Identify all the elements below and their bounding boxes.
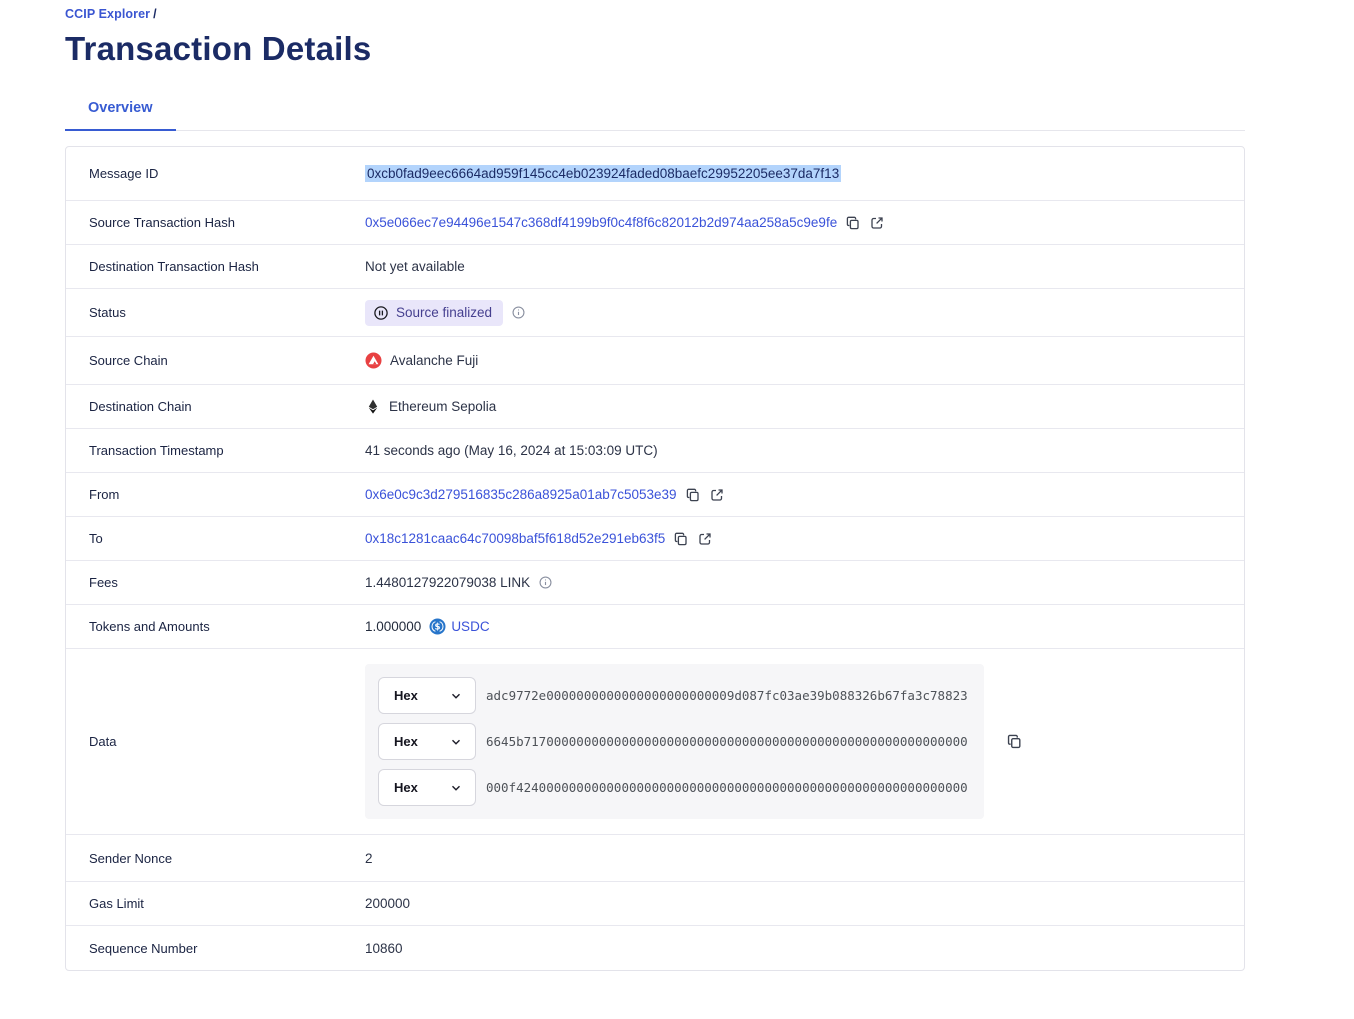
breadcrumb-link-ccip-explorer[interactable]: CCIP Explorer [65, 7, 151, 21]
field-label: Source Transaction Hash [89, 215, 235, 230]
dest-chain-name: Ethereum Sepolia [389, 399, 497, 414]
copy-icon[interactable] [685, 487, 701, 503]
source-tx-hash-link[interactable]: 0x5e066ec7e94496e1547c368df4199b9f0c4f8f… [365, 215, 838, 230]
sequence-number-value: 10860 [365, 940, 403, 956]
field-row-fees: Fees 1.4480127922079038 LINK [66, 561, 1244, 605]
data-format-select[interactable]: Hex [378, 677, 476, 714]
pause-circle-icon [373, 305, 389, 321]
data-hex-value: 6645b71700000000000000000000000000000000… [486, 734, 968, 749]
field-row-source-chain: Source Chain Avalanche Fuji [66, 337, 1244, 385]
field-label: Transaction Timestamp [89, 443, 224, 458]
data-hex-value: 000f424000000000000000000000000000000000… [486, 780, 968, 795]
breadcrumb: CCIP Explorer / [65, 7, 1245, 21]
transaction-details-card: Message ID 0xcb0fad9eec6664ad959f145cc4e… [65, 146, 1245, 971]
field-label: Data [89, 734, 117, 749]
field-row-from: From 0x6e0c9c3d279516835c286a8925a01ab7c… [66, 473, 1244, 517]
data-hex-value: adc9772e0000000000000000000000009d087fc0… [486, 688, 968, 703]
to-address-link[interactable]: 0x18c1281caac64c70098baf5f618d52e291eb63… [365, 531, 666, 546]
field-label: Destination Transaction Hash [89, 259, 259, 274]
external-link-icon[interactable] [697, 531, 713, 547]
field-label: Fees [89, 575, 118, 590]
token-link[interactable]: $ USDC [429, 618, 490, 635]
field-label: Status [89, 305, 126, 320]
field-row-timestamp: Transaction Timestamp 41 seconds ago (Ma… [66, 429, 1244, 473]
data-format-select[interactable]: Hex [378, 723, 476, 760]
field-row-data: Data Hex adc9772e00000000000000000000000… [66, 649, 1244, 835]
field-row-gas-limit: Gas Limit 200000 [66, 882, 1244, 926]
field-row-to: To 0x18c1281caac64c70098baf5f618d52e291e… [66, 517, 1244, 561]
dest-tx-hash-value: Not yet available [365, 259, 465, 274]
message-id-value: 0xcb0fad9eec6664ad959f145cc4eb023924fade… [365, 165, 842, 182]
field-row-sequence-number: Sequence Number 10860 [66, 926, 1244, 970]
field-label: Gas Limit [89, 896, 144, 911]
field-row-message-id: Message ID 0xcb0fad9eec6664ad959f145cc4e… [66, 147, 1244, 201]
field-label: From [89, 487, 120, 502]
data-format-select[interactable]: Hex [378, 769, 476, 806]
svg-text:$: $ [435, 623, 441, 633]
page-container: CCIP Explorer / Transaction Details Overv… [65, 7, 1245, 971]
copy-icon[interactable] [673, 531, 689, 547]
info-icon[interactable] [538, 575, 553, 590]
field-label: To [89, 531, 103, 546]
field-label: Tokens and Amounts [89, 619, 210, 634]
copy-icon[interactable] [1006, 733, 1023, 750]
data-hex-box: Hex adc9772e0000000000000000000000009d08… [365, 664, 984, 819]
status-badge-label: Source finalized [396, 305, 493, 320]
chevron-down-icon [449, 735, 463, 749]
external-link-icon[interactable] [869, 215, 885, 231]
data-format-value: Hex [394, 734, 418, 749]
token-symbol: USDC [451, 619, 490, 634]
avalanche-logo-icon [365, 352, 382, 369]
data-format-value: Hex [394, 780, 418, 795]
data-line: Hex adc9772e0000000000000000000000009d08… [378, 677, 971, 714]
field-label: Destination Chain [89, 399, 192, 414]
data-line: Hex 000f42400000000000000000000000000000… [378, 769, 971, 806]
field-row-tokens: Tokens and Amounts 1.000000 $ USDC [66, 605, 1244, 649]
sender-nonce-value: 2 [365, 850, 373, 866]
fees-value: 1.4480127922079038 LINK [365, 575, 531, 590]
field-label: Message ID [89, 166, 159, 181]
data-format-value: Hex [394, 688, 418, 703]
tab-overview[interactable]: Overview [65, 100, 176, 131]
from-address-link[interactable]: 0x6e0c9c3d279516835c286a8925a01ab7c5053e… [365, 487, 677, 502]
field-label: Sender Nonce [89, 850, 173, 866]
field-row-status: Status Source finalized [66, 289, 1244, 337]
info-icon[interactable] [511, 305, 526, 320]
tab-bar: Overview [65, 100, 1245, 131]
breadcrumb-separator: / [153, 7, 157, 21]
chevron-down-icon [449, 781, 463, 795]
field-label: Sequence Number [89, 940, 198, 956]
ethereum-logo-icon [365, 398, 381, 415]
field-row-dest-chain: Destination Chain Ethereum Sepolia [66, 385, 1244, 429]
usdc-logo-icon: $ [429, 618, 446, 635]
field-row-source-tx-hash: Source Transaction Hash 0x5e066ec7e94496… [66, 201, 1244, 245]
chevron-down-icon [449, 689, 463, 703]
status-badge: Source finalized [365, 299, 504, 326]
gas-limit-value: 200000 [365, 896, 411, 911]
external-link-icon[interactable] [709, 487, 725, 503]
copy-icon[interactable] [845, 215, 861, 231]
timestamp-value: 41 seconds ago (May 16, 2024 at 15:03:09… [365, 443, 658, 458]
field-row-dest-tx-hash: Destination Transaction Hash Not yet ava… [66, 245, 1244, 289]
page-title: Transaction Details [65, 30, 372, 67]
field-label: Source Chain [89, 353, 168, 368]
token-amount: 1.000000 [365, 619, 422, 634]
field-row-sender-nonce: Sender Nonce 2 [66, 835, 1244, 882]
source-chain-name: Avalanche Fuji [390, 353, 479, 368]
data-line: Hex 6645b7170000000000000000000000000000… [378, 723, 971, 760]
